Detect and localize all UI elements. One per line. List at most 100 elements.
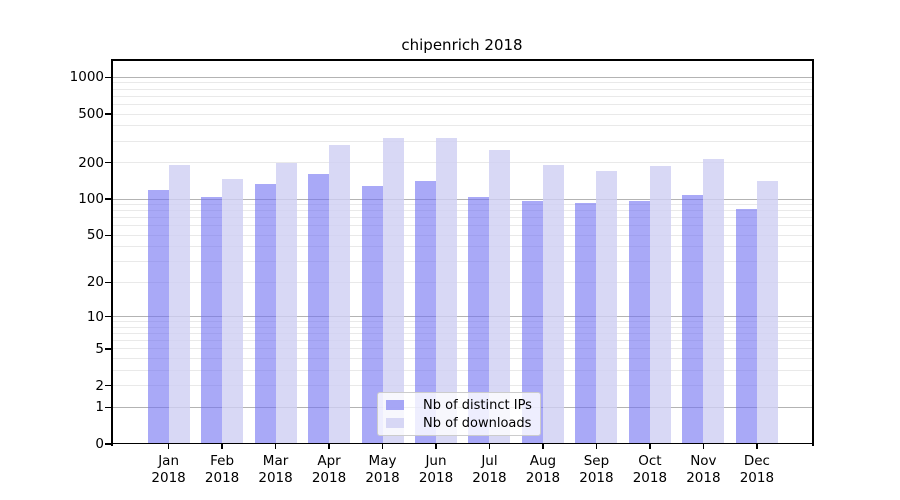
x-tick-label: Jul 2018: [472, 453, 507, 486]
gridline-minor: [112, 234, 812, 236]
bar-distinct-ips-aug: [521, 201, 543, 444]
gridline-major: [112, 76, 812, 78]
legend-swatch-distinct-ips: [386, 399, 404, 411]
bar-downloads-jul: [489, 150, 511, 444]
x-tick-label: Nov 2018: [686, 453, 721, 486]
bar-distinct-ips-mar: [254, 183, 276, 444]
x-tick-label: May 2018: [365, 453, 400, 486]
plot-spine-top: [111, 59, 814, 61]
y-tick-label: 2: [95, 377, 104, 394]
y-tick-mark: [105, 76, 111, 79]
gridline-minor: [112, 82, 812, 84]
y-tick-label: 100: [78, 191, 104, 208]
y-tick-label: 1: [95, 399, 104, 416]
gridline-minor: [112, 113, 812, 115]
y-tick-label: 1000: [69, 69, 104, 86]
gridline-minor: [112, 246, 812, 248]
x-tick-label: Sep 2018: [579, 453, 614, 486]
bar-distinct-ips-dec: [735, 208, 757, 444]
y-tick-label: 5: [95, 340, 104, 357]
y-tick-label: 0: [95, 436, 104, 452]
gridline-minor: [112, 348, 812, 350]
bar-distinct-ips-jan: [147, 190, 169, 444]
y-tick-label: 20: [86, 274, 104, 291]
x-tick-label: Aug 2018: [525, 453, 561, 486]
bar-downloads-dec: [756, 181, 778, 444]
x-tick-label: Feb 2018: [204, 453, 240, 486]
y-tick-mark: [105, 443, 111, 445]
bar-downloads-feb: [222, 178, 244, 444]
x-tick-label: Oct 2018: [632, 453, 668, 486]
y-tick-mark: [105, 348, 111, 350]
gridline-major: [112, 198, 812, 200]
y-tick-mark: [105, 316, 111, 318]
gridline-minor: [112, 140, 812, 142]
x-tick-mark: [381, 444, 384, 449]
x-tick-label: Mar 2018: [258, 453, 293, 486]
bar-distinct-ips-jul: [468, 196, 490, 444]
y-tick-mark: [105, 406, 111, 408]
bar-downloads-may: [382, 138, 404, 444]
bar-downloads-aug: [542, 165, 564, 444]
gridline-major: [112, 316, 812, 318]
bar-distinct-ips-apr: [308, 173, 330, 444]
x-tick-mark: [756, 444, 758, 449]
x-tick-mark: [649, 444, 651, 449]
plot-spine-left: [111, 59, 113, 446]
gridline-minor: [112, 340, 812, 342]
x-tick-mark: [542, 444, 544, 449]
gridline-minor: [112, 103, 812, 105]
legend-entry-distinct-ips: Nb of distinct IPs: [386, 398, 540, 413]
y-tick-mark: [105, 234, 111, 237]
x-tick-mark: [328, 444, 330, 449]
gridline-minor: [112, 321, 812, 323]
bar-downloads-jan: [168, 165, 190, 444]
gridline-minor: [112, 281, 812, 283]
gridline-minor: [112, 385, 812, 387]
bar-distinct-ips-jun: [415, 181, 436, 444]
legend: Nb of distinct IPs Nb of downloads: [377, 392, 541, 436]
y-tick-mark: [105, 113, 111, 115]
chart-title: chipenrich 2018: [401, 36, 523, 54]
gridline-minor: [112, 125, 812, 127]
x-tick-label: Dec 2018: [739, 453, 775, 486]
bar-distinct-ips-sep: [575, 203, 597, 444]
bar-downloads-sep: [596, 171, 618, 444]
gridline-minor: [112, 162, 812, 164]
bar-distinct-ips-may: [361, 186, 383, 444]
gridline-minor: [112, 95, 812, 97]
gridline-minor: [112, 326, 812, 328]
x-tick-mark: [435, 444, 437, 449]
y-tick-mark: [105, 281, 111, 284]
y-tick-label: 10: [86, 308, 104, 325]
bar-distinct-ips-oct: [628, 200, 650, 444]
x-tick-mark: [167, 444, 170, 449]
bar-downloads-jun: [436, 138, 457, 444]
bar-distinct-ips-nov: [682, 194, 704, 444]
y-tick-mark: [105, 161, 111, 164]
bar-downloads-oct: [649, 166, 671, 444]
gridline-minor: [112, 369, 812, 371]
bar-downloads-mar: [275, 162, 297, 444]
gridline-minor: [112, 225, 812, 227]
legend-swatch-downloads: [386, 417, 404, 429]
plot-spine-right: [812, 59, 814, 446]
x-tick-label: Apr 2018: [311, 453, 347, 486]
y-tick-label: 500: [78, 106, 104, 123]
gridline-minor: [112, 261, 812, 263]
bar-distinct-ips-feb: [201, 197, 223, 444]
bar-downloads-apr: [329, 145, 351, 444]
legend-entry-downloads: Nb of downloads: [386, 416, 540, 431]
x-tick-mark: [488, 444, 491, 449]
x-tick-label: Jun 2018: [418, 453, 454, 486]
y-tick-label: 50: [86, 227, 104, 244]
bar-downloads-nov: [703, 159, 725, 444]
gridline-minor: [112, 217, 812, 219]
gridline-minor: [112, 204, 812, 206]
legend-label-distinct-ips: Nb of distinct IPs: [423, 397, 532, 413]
plot-spine-bottom: [111, 442, 814, 445]
legend-label-downloads: Nb of downloads: [423, 415, 532, 431]
x-tick-mark: [221, 444, 223, 449]
x-tick-mark: [702, 444, 705, 449]
